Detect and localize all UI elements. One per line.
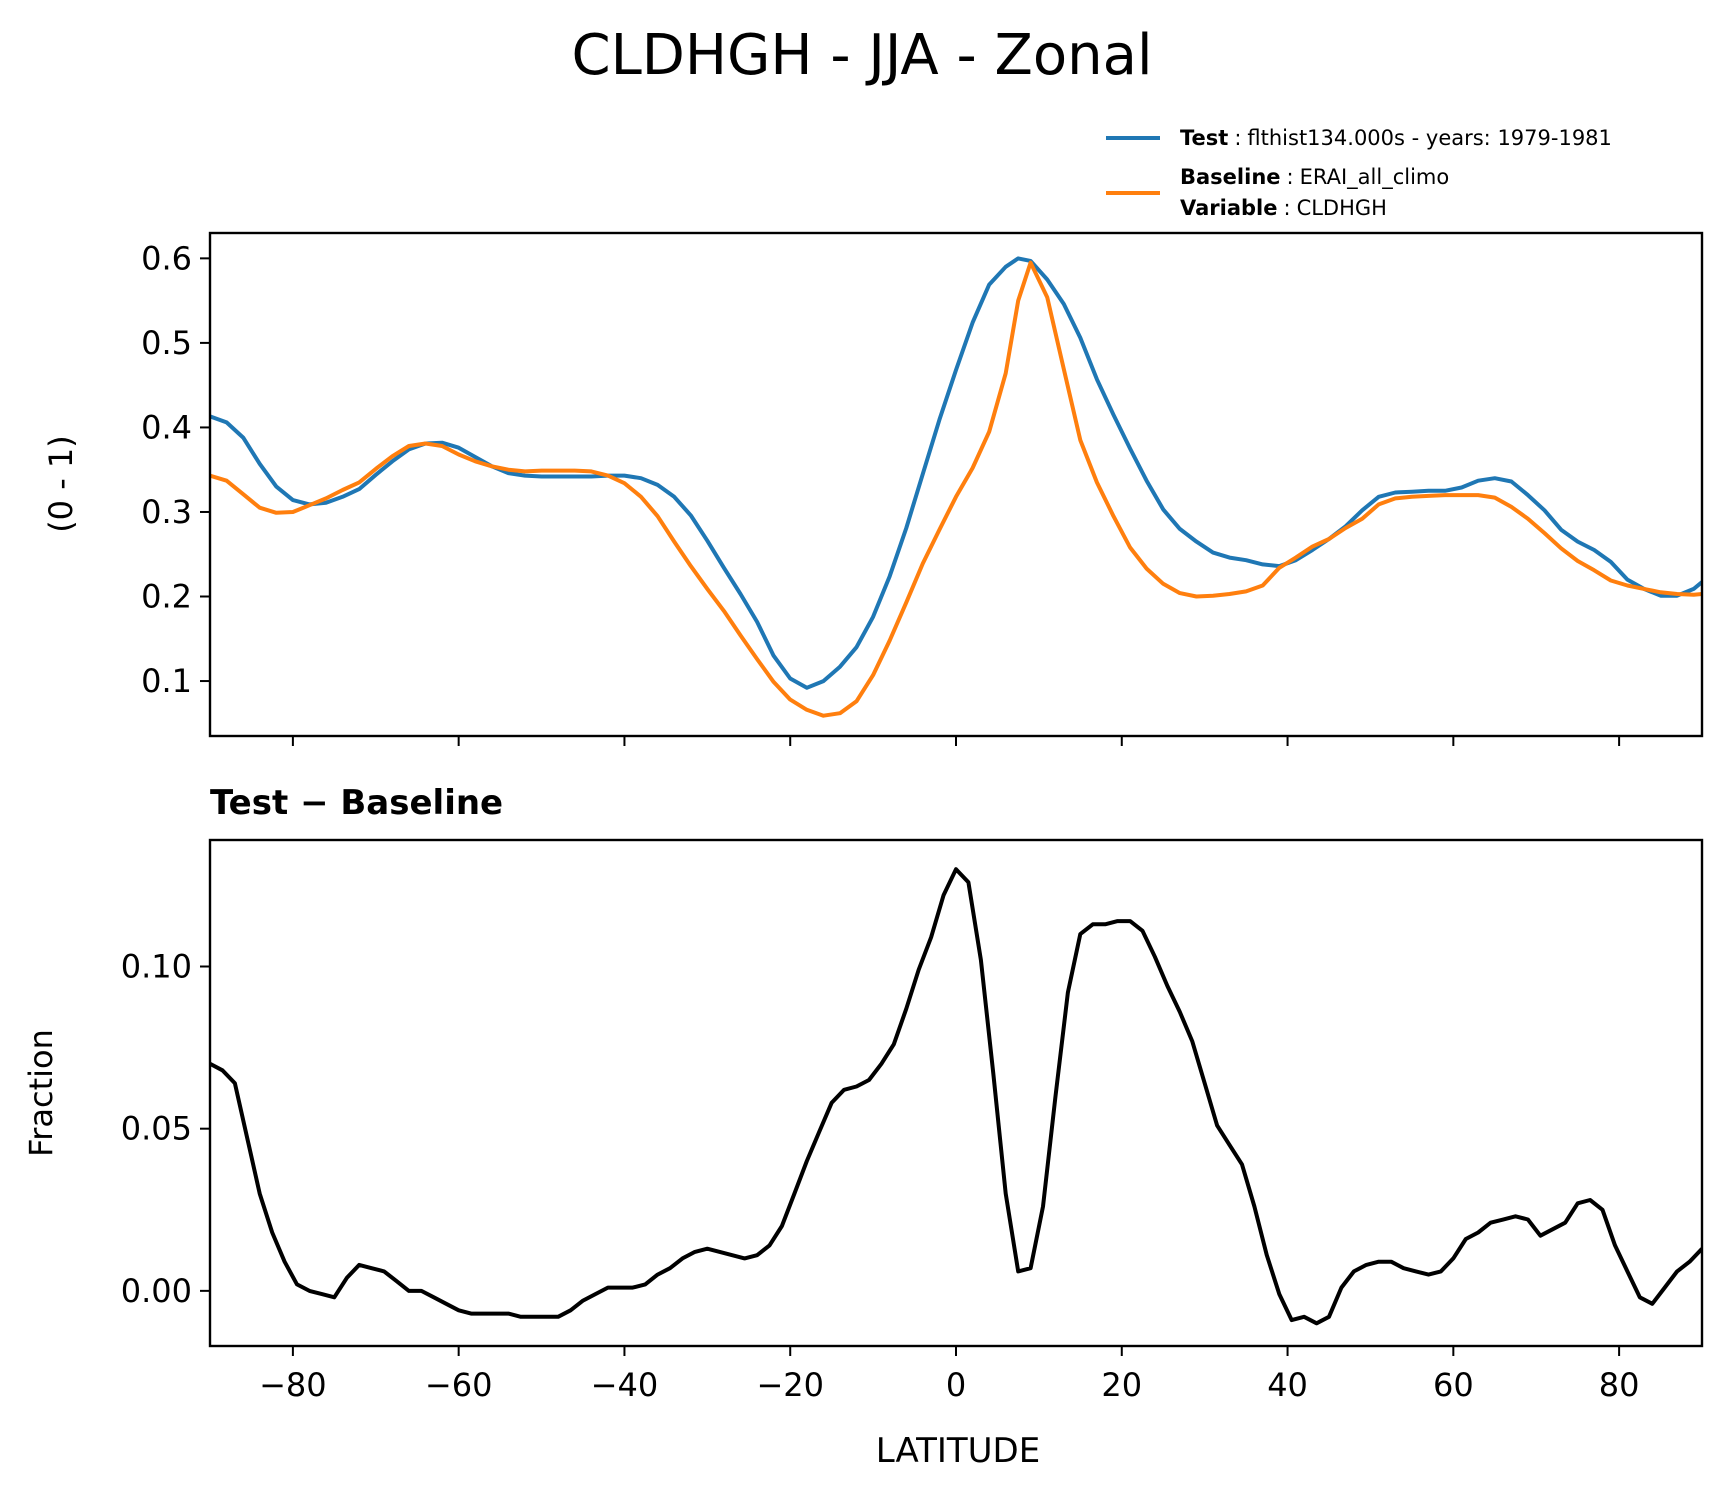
x-tick-label: 0 [946,1366,966,1404]
x-tick-label: 60 [1433,1366,1474,1404]
legend: Test: flthist134.000s - years: 1979-1981 … [1106,126,1612,220]
bottom-y-tick-label: 0.00 [121,1272,192,1310]
legend-variable-colon: : [1283,196,1290,220]
x-tick-label: 80 [1599,1366,1640,1404]
legend-baseline-key: Baseline [1180,165,1281,189]
bottom-series-group [210,867,1702,1326]
legend-test-key: Test [1180,126,1228,150]
x-tick-label: 20 [1101,1366,1142,1404]
bottom-series-line-difference [210,867,1702,1326]
top-panel: 0.1 0.2 0.3 0.4 0.5 0.6 (0 - 1) [42,231,1704,746]
legend-baseline-colon: : [1287,165,1294,189]
x-tick-label: −20 [756,1366,824,1404]
top-y-axis-label: (0 - 1) [42,435,80,533]
bottom-panel: Test − Baseline 0.00 0.05 0.10 −80 −60 −40 −20… [22,783,1704,1471]
bottom-axes-frame [208,838,1704,1348]
figure-title: CLDHGH - JJA - Zonal [572,23,1153,88]
legend-baseline-value: ERAI_all_climo [1300,165,1450,190]
top-series-line-baseline [210,260,1702,718]
svg-text:Baseline:ERAI_all_climo: Baseline: ERAI_all_climo [1180,165,1449,190]
top-y-tick-label: 0.3 [141,493,192,531]
top-axes-frame [208,231,1704,738]
legend-variable-value: CLDHGH [1297,196,1387,220]
top-axis-ticks: 0.1 0.2 0.3 0.4 0.5 0.6 [141,239,1621,746]
x-tick-label: −80 [259,1366,327,1404]
top-series-group [210,256,1702,718]
legend-variable-key: Variable [1180,196,1277,220]
svg-text:Test:flthist134.000s - years:: Test: flthist134.000s - years: 1979-1981 [1180,126,1612,150]
bottom-y-tick-label: 0.05 [121,1110,192,1148]
bottom-y-tick-label: 0.10 [121,948,192,986]
top-y-tick-label: 0.5 [141,324,192,362]
x-tick-label: −40 [591,1366,659,1404]
top-series-line-test [210,256,1702,690]
svg-text:Variable:CLDHGH: Variable: CLDHGH [1180,196,1387,220]
x-axis-label: LATITUDE [876,1431,1040,1471]
legend-test-value: flthist134.000s - years: 1979-1981 [1247,126,1612,150]
top-y-tick-label: 0.2 [141,578,192,616]
x-tick-label: 40 [1267,1366,1308,1404]
top-y-tick-label: 0.6 [141,239,192,277]
bottom-y-axis-label: Fraction [22,1029,60,1157]
top-y-tick-label: 0.1 [141,662,192,700]
legend-test-colon: : [1234,126,1241,150]
x-tick-label: −60 [425,1366,493,1404]
bottom-axis-ticks: 0.00 0.05 0.10 −80 −60 −40 −20 0 20 40 60 80 [121,948,1640,1405]
top-y-tick-label: 0.4 [141,408,192,446]
difference-panel-title: Test − Baseline [210,783,503,823]
